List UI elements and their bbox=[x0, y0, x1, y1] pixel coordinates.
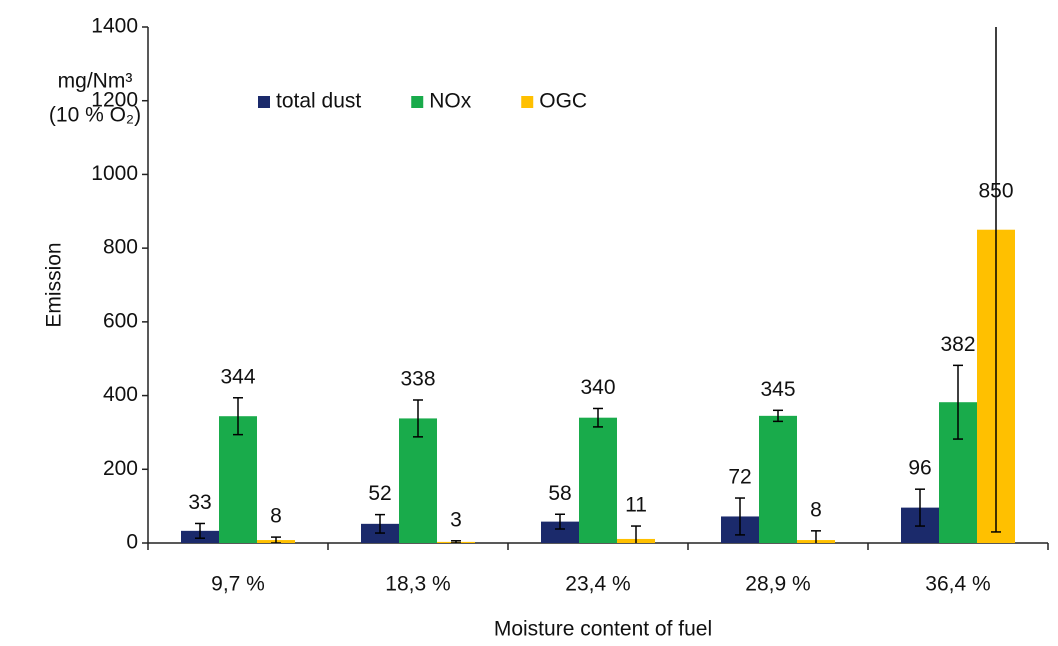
error-bar bbox=[811, 531, 821, 549]
data-label: 382 bbox=[940, 333, 975, 356]
y-tick-label: 1400 bbox=[91, 15, 138, 38]
page: {"chart_data": { "type": "bar", "y_label… bbox=[0, 0, 1058, 646]
data-label: 96 bbox=[908, 457, 931, 480]
data-label: 344 bbox=[220, 365, 255, 388]
data-label: 11 bbox=[625, 494, 647, 517]
data-label: 8 bbox=[270, 505, 282, 528]
x-tick-label: 9,7 % bbox=[211, 573, 265, 596]
legend-label: OGC bbox=[539, 90, 587, 113]
legend-label: total dust bbox=[276, 90, 361, 113]
data-label: 338 bbox=[400, 368, 435, 391]
data-label: 8 bbox=[810, 498, 822, 521]
x-tick-label: 23,4 % bbox=[565, 573, 630, 596]
y-tick-label: 0 bbox=[126, 531, 138, 554]
y-tick-label: 400 bbox=[103, 383, 138, 406]
plot-area bbox=[181, 0, 1015, 552]
y-tick-label: 1200 bbox=[91, 88, 138, 111]
data-label: 3 bbox=[450, 508, 462, 531]
y-tick-label: 1000 bbox=[91, 162, 138, 185]
legend-swatch bbox=[258, 96, 270, 108]
y-tick-label: 600 bbox=[103, 309, 138, 332]
data-label: 58 bbox=[548, 482, 571, 505]
data-label: 340 bbox=[580, 376, 615, 399]
legend-swatch bbox=[411, 96, 423, 108]
data-label: 345 bbox=[760, 378, 795, 401]
x-tick-label: 28,9 % bbox=[745, 573, 810, 596]
data-label: 33 bbox=[188, 491, 211, 514]
x-tick-label: 36,4 % bbox=[925, 573, 990, 596]
y-tick-label: 800 bbox=[103, 236, 138, 259]
data-label: 72 bbox=[728, 466, 751, 489]
y-axis-title: Emission bbox=[43, 242, 66, 327]
legend-swatch bbox=[521, 96, 533, 108]
data-label: 52 bbox=[368, 482, 391, 505]
chart: mg/Nm³ (10 % O₂) Emission Moisture conte… bbox=[0, 0, 1058, 646]
legend-label: NOx bbox=[429, 90, 472, 113]
error-bar bbox=[631, 526, 641, 552]
bar bbox=[759, 416, 797, 543]
x-tick-label: 18,3 % bbox=[385, 573, 450, 596]
y-tick-label: 200 bbox=[103, 457, 138, 480]
bar bbox=[579, 418, 617, 543]
data-label: 850 bbox=[978, 179, 1013, 202]
x-axis-title: Moisture content of fuel bbox=[494, 618, 712, 641]
